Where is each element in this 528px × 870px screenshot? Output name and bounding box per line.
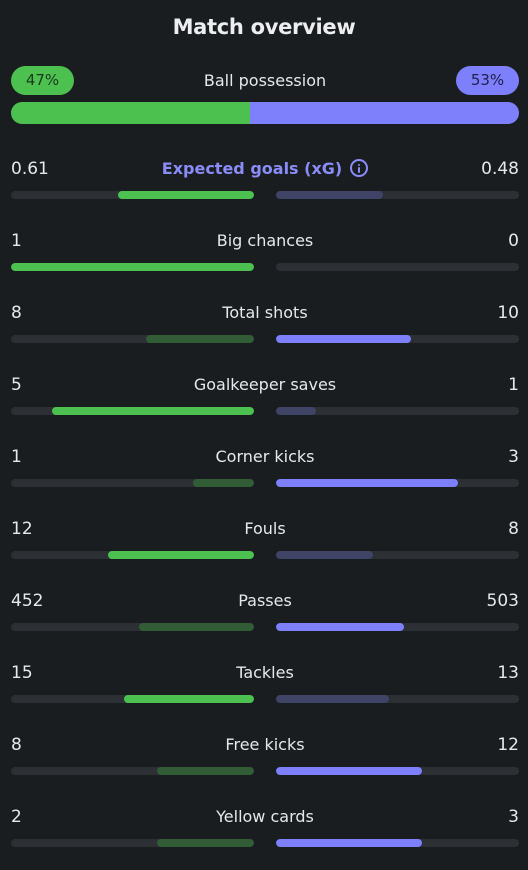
stat-home-value: 1 bbox=[11, 231, 22, 251]
stat-label-text: Corner kicks bbox=[215, 447, 315, 466]
stat-label: Free kicks bbox=[11, 734, 519, 756]
stat-away-fill bbox=[276, 623, 404, 631]
stat-away-value: 13 bbox=[497, 663, 519, 683]
possession-bar bbox=[11, 102, 519, 124]
stat-row: 1 Corner kicks 3 bbox=[11, 446, 519, 490]
stat-home-fill bbox=[193, 479, 254, 487]
stat-row: 0.61 Expected goals (xG) 0.48 bbox=[11, 158, 519, 202]
stat-label-text: Goalkeeper saves bbox=[193, 375, 337, 394]
stat-label-text: Fouls bbox=[244, 519, 286, 538]
possession-label: Ball possession bbox=[203, 71, 327, 90]
stat-home-track bbox=[11, 623, 254, 631]
stat-label-text: Tackles bbox=[236, 663, 294, 682]
stat-home-fill bbox=[51, 407, 254, 415]
stat-home-fill bbox=[156, 839, 254, 847]
stat-away-track bbox=[276, 623, 519, 631]
stat-away-value: 3 bbox=[508, 807, 519, 827]
stat-label: Fouls bbox=[11, 518, 519, 540]
stat-home-fill bbox=[11, 263, 254, 271]
stat-home-track bbox=[11, 263, 254, 271]
stat-row: 12 Fouls 8 bbox=[11, 518, 519, 562]
stat-home-track bbox=[11, 695, 254, 703]
stat-row: 2 Yellow cards 3 bbox=[11, 806, 519, 850]
stat-home-fill bbox=[118, 191, 254, 199]
stat-away-value: 0 bbox=[508, 231, 519, 251]
stat-label: Big chances bbox=[11, 230, 519, 252]
stat-label-text: Expected goals (xG) bbox=[161, 159, 343, 178]
possession-home-fill bbox=[11, 102, 250, 124]
stat-label: Tackles bbox=[11, 662, 519, 684]
info-icon[interactable] bbox=[350, 159, 369, 177]
stat-away-track bbox=[276, 551, 519, 559]
stat-home-track bbox=[11, 191, 254, 199]
stat-away-value: 3 bbox=[508, 447, 519, 467]
stat-away-value: 503 bbox=[486, 591, 519, 611]
stat-away-track bbox=[276, 839, 519, 847]
stat-row: 5 Goalkeeper saves 1 bbox=[11, 374, 519, 418]
stat-away-fill bbox=[276, 479, 459, 487]
stat-home-value: 15 bbox=[11, 663, 33, 683]
stat-home-fill bbox=[139, 623, 254, 631]
stat-away-track bbox=[276, 695, 519, 703]
possession-header: 47% Ball possession 53% bbox=[11, 66, 519, 95]
stat-home-value: 0.61 bbox=[11, 159, 49, 179]
stat-away-track bbox=[276, 335, 519, 343]
stat-label-text: Passes bbox=[238, 591, 292, 610]
stat-home-track bbox=[11, 767, 254, 775]
stat-label[interactable]: Expected goals (xG) bbox=[11, 158, 519, 180]
stat-away-track bbox=[276, 767, 519, 775]
stat-away-value: 8 bbox=[508, 519, 519, 539]
stat-label: Goalkeeper saves bbox=[11, 374, 519, 396]
stat-away-fill bbox=[276, 839, 422, 847]
possession-home-badge: 47% bbox=[11, 66, 74, 95]
stat-label: Total shots bbox=[11, 302, 519, 324]
stat-away-fill bbox=[276, 767, 422, 775]
panel-title: Match overview bbox=[172, 15, 356, 39]
stat-row: 8 Free kicks 12 bbox=[11, 734, 519, 778]
stat-away-value: 10 bbox=[497, 303, 519, 323]
stat-away-fill bbox=[276, 695, 389, 703]
stat-label-text: Yellow cards bbox=[216, 807, 314, 826]
stat-home-value: 452 bbox=[11, 591, 44, 611]
stat-home-track bbox=[11, 839, 254, 847]
stat-home-value: 8 bbox=[11, 303, 22, 323]
stat-label: Yellow cards bbox=[11, 806, 519, 828]
stat-home-value: 12 bbox=[11, 519, 33, 539]
stat-home-fill bbox=[108, 551, 254, 559]
stat-away-fill bbox=[276, 335, 411, 343]
stat-label: Passes bbox=[11, 590, 519, 612]
stat-home-track bbox=[11, 551, 254, 559]
stat-home-value: 5 bbox=[11, 375, 22, 395]
stat-label-text: Free kicks bbox=[225, 735, 305, 754]
stat-home-value: 8 bbox=[11, 735, 22, 755]
stat-home-track bbox=[11, 407, 254, 415]
stat-away-fill bbox=[276, 551, 374, 559]
possession-away-badge: 53% bbox=[456, 66, 519, 95]
stat-row: 8 Total shots 10 bbox=[11, 302, 519, 346]
stat-label: Corner kicks bbox=[11, 446, 519, 468]
stat-label-text: Big chances bbox=[216, 231, 314, 250]
stat-away-value: 1 bbox=[508, 375, 519, 395]
stat-away-value: 12 bbox=[497, 735, 519, 755]
stat-home-value: 1 bbox=[11, 447, 22, 467]
stat-away-track bbox=[276, 191, 519, 199]
stat-row: 15 Tackles 13 bbox=[11, 662, 519, 706]
stat-row: 452 Passes 503 bbox=[11, 590, 519, 634]
stat-home-value: 2 bbox=[11, 807, 22, 827]
stat-home-track bbox=[11, 335, 254, 343]
stat-home-fill bbox=[146, 335, 254, 343]
possession-away-fill bbox=[249, 102, 519, 124]
stat-home-track bbox=[11, 479, 254, 487]
stat-label-text: Total shots bbox=[222, 303, 308, 322]
stat-away-fill bbox=[276, 191, 383, 199]
stat-away-value: 0.48 bbox=[481, 159, 519, 179]
stat-home-fill bbox=[156, 767, 254, 775]
stat-away-track bbox=[276, 407, 519, 415]
stat-away-track bbox=[276, 479, 519, 487]
stat-row: 1 Big chances 0 bbox=[11, 230, 519, 274]
stat-away-fill bbox=[276, 407, 317, 415]
stat-away-track bbox=[276, 263, 519, 271]
stat-home-fill bbox=[123, 695, 254, 703]
